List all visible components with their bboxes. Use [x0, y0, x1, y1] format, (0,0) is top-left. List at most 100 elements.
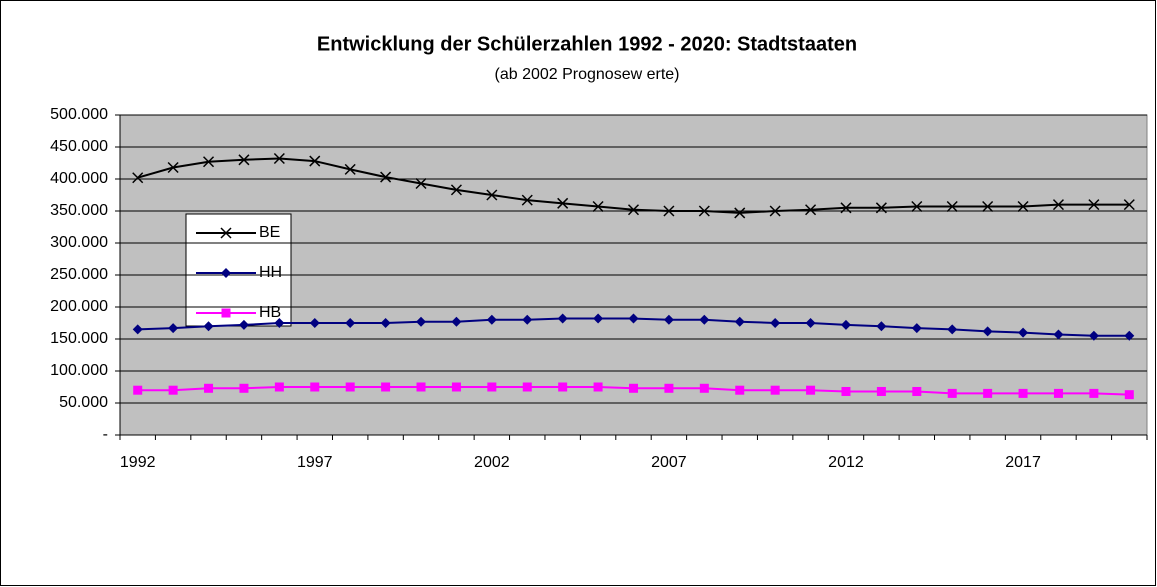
marker — [487, 382, 497, 392]
marker — [1053, 388, 1063, 398]
marker — [521, 194, 533, 206]
marker — [982, 326, 993, 337]
legend-label: BE — [259, 224, 280, 241]
chart-title: Entwicklung der Schülerzahlen 1992 - 202… — [317, 33, 857, 55]
y-tick-label: 400.000 — [50, 170, 108, 187]
y-tick-label: 500.000 — [50, 106, 108, 123]
marker — [805, 318, 816, 328]
x-tick-label: 2007 — [651, 454, 687, 471]
marker — [1052, 199, 1065, 211]
marker — [1124, 390, 1134, 400]
x-tick-label: 2002 — [474, 454, 510, 471]
marker — [699, 314, 710, 325]
marker — [1089, 388, 1099, 398]
marker — [946, 200, 958, 213]
x-tick-label: 1992 — [120, 454, 156, 471]
marker — [770, 385, 780, 395]
y-tick-label: 250.000 — [50, 266, 108, 283]
marker — [203, 321, 214, 332]
marker — [664, 383, 674, 393]
marker — [875, 202, 887, 214]
marker — [220, 227, 232, 239]
marker — [486, 314, 497, 325]
marker — [204, 383, 214, 393]
marker — [629, 383, 638, 393]
marker — [309, 318, 320, 328]
marker — [592, 200, 604, 213]
marker — [522, 382, 532, 392]
marker — [734, 316, 745, 327]
marker — [132, 172, 144, 184]
marker — [486, 189, 498, 201]
marker — [557, 313, 568, 324]
marker — [380, 171, 392, 183]
y-tick-label: 50.000 — [59, 394, 108, 411]
marker — [167, 161, 179, 174]
marker — [841, 386, 851, 396]
chart-subtitle: (ab 2002 Prognosew erte) — [495, 66, 680, 83]
marker — [699, 383, 709, 393]
marker — [947, 324, 958, 335]
marker — [132, 324, 143, 335]
marker — [274, 318, 285, 328]
marker — [806, 385, 816, 395]
marker — [840, 202, 852, 214]
marker — [345, 382, 355, 392]
marker — [628, 313, 639, 324]
marker — [1088, 330, 1099, 341]
marker — [770, 318, 781, 328]
marker — [221, 308, 231, 318]
marker — [133, 385, 143, 395]
marker — [1088, 199, 1100, 211]
marker — [911, 323, 922, 334]
marker — [168, 323, 179, 334]
marker — [238, 154, 250, 166]
marker — [769, 205, 781, 217]
marker — [345, 318, 356, 328]
marker — [309, 155, 321, 167]
marker — [558, 382, 568, 392]
marker — [983, 388, 993, 398]
marker — [947, 388, 957, 398]
marker — [221, 268, 231, 278]
marker — [734, 207, 746, 219]
marker — [557, 197, 569, 209]
marker — [203, 156, 215, 168]
y-tick-label: 200.000 — [50, 298, 108, 315]
marker — [239, 383, 249, 393]
legend-label: HH — [259, 264, 282, 281]
marker — [310, 382, 320, 392]
marker — [416, 316, 427, 327]
marker — [381, 382, 391, 392]
y-tick-label: 300.000 — [50, 234, 108, 251]
marker — [238, 319, 249, 330]
marker — [1017, 200, 1029, 213]
marker — [805, 204, 817, 216]
marker — [274, 382, 284, 392]
y-tick-label: 450.000 — [50, 138, 108, 155]
y-tick-label: 150.000 — [50, 330, 108, 347]
marker — [416, 382, 426, 392]
x-tick-label: 1997 — [297, 454, 333, 471]
marker — [450, 184, 462, 196]
marker — [627, 204, 640, 216]
marker — [1018, 388, 1028, 398]
marker — [1053, 329, 1064, 340]
marker — [912, 386, 922, 396]
marker — [698, 205, 710, 217]
marker — [451, 382, 461, 392]
marker — [380, 318, 391, 328]
x-tick-label: 2012 — [828, 454, 864, 471]
marker — [1018, 327, 1029, 338]
x-tick-label: 2017 — [1005, 454, 1041, 471]
marker — [451, 316, 462, 327]
marker — [1124, 330, 1135, 341]
marker — [982, 200, 994, 213]
y-tick-label: - — [103, 426, 108, 443]
marker — [593, 313, 604, 324]
marker — [876, 386, 886, 396]
marker — [663, 314, 674, 325]
marker — [840, 319, 851, 330]
marker — [168, 385, 178, 395]
